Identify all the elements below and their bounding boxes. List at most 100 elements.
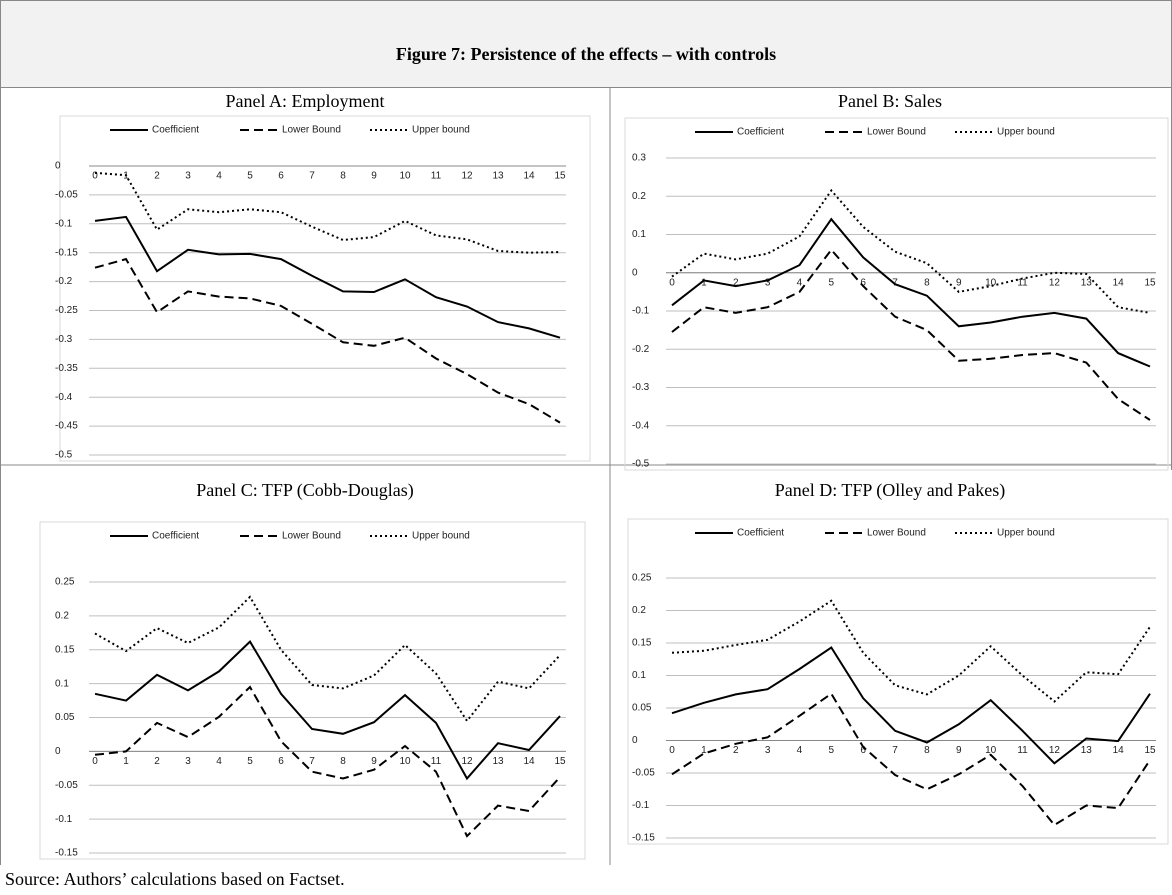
x-tick-label: 9 — [371, 171, 377, 182]
x-tick-label: 3 — [765, 277, 771, 288]
x-tick-label: 8 — [340, 171, 346, 182]
y-tick-label: 0.15 — [55, 644, 75, 655]
x-tick-label: 4 — [797, 745, 803, 756]
y-tick-label: -0.05 — [632, 768, 655, 779]
x-tick-label: 4 — [216, 756, 222, 767]
series-line — [94, 171, 561, 254]
x-tick-label: 15 — [554, 756, 566, 767]
series-line — [671, 692, 1151, 827]
x-tick-label: 3 — [765, 745, 771, 756]
x-tick-label: 4 — [216, 171, 222, 182]
x-tick-label: 13 — [1081, 745, 1093, 756]
x-tick-label: 7 — [309, 171, 315, 182]
x-tick-label: 0 — [92, 171, 98, 182]
y-tick-label: -0.45 — [55, 421, 78, 432]
x-tick-label: 2 — [733, 745, 739, 756]
x-tick-label: 6 — [278, 171, 284, 182]
x-tick-label: 14 — [1113, 277, 1125, 288]
y-tick-label: 0.2 — [55, 611, 69, 622]
y-tick-label: 0.2 — [632, 605, 646, 616]
y-tick-label: -0.2 — [55, 276, 73, 287]
x-tick-label: 11 — [431, 171, 442, 182]
x-tick-label: 8 — [924, 745, 930, 756]
y-tick-label: -0.1 — [55, 218, 73, 229]
x-tick-label: 1 — [123, 756, 129, 767]
y-tick-label: 0.05 — [55, 712, 75, 723]
x-tick-label: 10 — [985, 745, 997, 756]
y-tick-label: 0.25 — [55, 577, 75, 588]
x-tick-label: 15 — [1144, 745, 1156, 756]
x-tick-label: 3 — [185, 171, 191, 182]
figure-title: Figure 7: Persistence of the effects – w… — [396, 44, 776, 64]
x-tick-label: 0 — [92, 756, 98, 767]
series-line — [94, 257, 561, 424]
y-tick-label: 0.1 — [632, 670, 646, 681]
y-tick-label: -0.35 — [55, 363, 78, 374]
y-tick-label: -0.1 — [632, 800, 650, 811]
panel-title: Panel D: TFP (Olley and Pakes) — [775, 480, 1005, 501]
y-tick-label: -0.25 — [55, 305, 78, 316]
y-tick-label: 0.05 — [632, 703, 652, 714]
legend-label: Coefficient — [737, 127, 784, 138]
x-tick-label: 14 — [523, 171, 535, 182]
series-line — [94, 215, 561, 339]
x-tick-label: 2 — [154, 756, 160, 767]
legend-label: Coefficient — [737, 528, 784, 539]
x-tick-label: 9 — [956, 277, 962, 288]
series-line — [94, 685, 561, 838]
legend-label: Coefficient — [152, 531, 199, 542]
y-tick-label: -0.5 — [55, 450, 73, 461]
legend-label: Lower Bound — [282, 125, 341, 136]
y-tick-label: -0.3 — [632, 382, 650, 393]
y-tick-label: -0.15 — [55, 848, 78, 859]
x-tick-label: 2 — [733, 277, 739, 288]
plot-frame — [39, 521, 586, 860]
y-tick-label: 0.1 — [632, 229, 646, 240]
panel-title: Panel A: Employment — [226, 91, 385, 111]
x-tick-label: 14 — [523, 756, 535, 767]
y-tick-label: -0.3 — [55, 334, 73, 345]
legend-label: Lower Bound — [282, 531, 341, 542]
y-tick-label: -0.15 — [55, 247, 78, 258]
x-tick-label: 7 — [892, 745, 898, 756]
legend-label: Upper bound — [412, 125, 470, 136]
y-tick-label: -0.15 — [632, 833, 655, 844]
x-tick-label: 1 — [123, 171, 129, 182]
series-line — [94, 595, 561, 723]
x-tick-label: 11 — [431, 756, 442, 767]
y-tick-label: 0 — [632, 735, 638, 746]
plot-frame — [59, 115, 591, 462]
x-tick-label: 12 — [1049, 745, 1061, 756]
panel-title: Panel B: Sales — [838, 91, 942, 111]
legend-label: Upper bound — [412, 531, 470, 542]
x-tick-label: 6 — [278, 756, 284, 767]
y-tick-label: -0.2 — [632, 344, 650, 355]
x-tick-label: 3 — [185, 756, 191, 767]
x-tick-label: 7 — [892, 277, 898, 288]
plot-frame — [624, 117, 1169, 471]
x-tick-label: 10 — [399, 756, 411, 767]
x-tick-label: 0 — [669, 277, 675, 288]
y-tick-label: -0.1 — [632, 306, 650, 317]
panel-title: Panel C: TFP (Cobb-Douglas) — [196, 480, 414, 501]
series-line — [671, 248, 1151, 421]
y-tick-label: -0.4 — [55, 392, 73, 403]
x-tick-label: 5 — [829, 745, 835, 756]
x-tick-label: 13 — [492, 171, 504, 182]
legend-label: Upper bound — [997, 127, 1055, 138]
x-tick-label: 14 — [1113, 745, 1125, 756]
x-tick-label: 12 — [1049, 277, 1061, 288]
y-tick-label: 0.25 — [632, 573, 652, 584]
x-tick-label: 9 — [371, 756, 377, 767]
plot-frame — [627, 518, 1169, 845]
x-tick-label: 1 — [701, 745, 707, 756]
series-line — [671, 599, 1151, 703]
x-tick-label: 15 — [1144, 277, 1156, 288]
x-tick-label: 8 — [340, 756, 346, 767]
y-tick-label: -0.1 — [55, 814, 73, 825]
x-tick-label: 11 — [1017, 277, 1028, 288]
x-tick-label: 6 — [860, 277, 866, 288]
series-line — [671, 188, 1151, 314]
header-box — [0, 0, 1172, 88]
x-tick-label: 10 — [985, 277, 997, 288]
